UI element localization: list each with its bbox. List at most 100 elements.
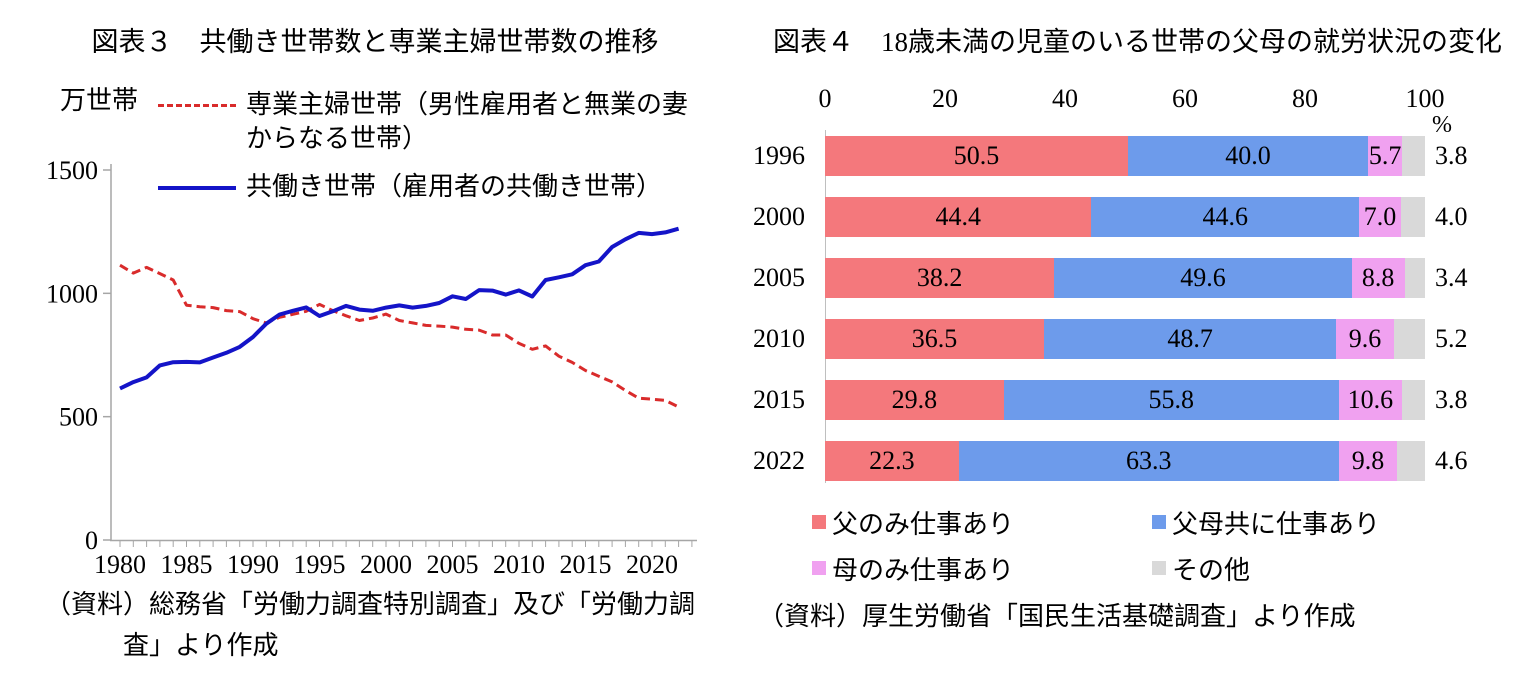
bar-axis-tick-label: 0 (818, 84, 832, 113)
bar-track: 38.2 49.6 8.8 3.4 (825, 258, 1468, 298)
bar-segment-1: 50.5 (825, 136, 1128, 176)
bar-row: 2005 38.2 49.6 8.8 3.4 (753, 258, 1513, 298)
x-tick-label: 2000 (360, 550, 412, 579)
x-tick-label: 1995 (294, 550, 346, 579)
bar-segment-3: 10.6 (1338, 380, 1403, 420)
bar-value-label: 55.8 (1148, 385, 1194, 414)
series-dual-income-line (119, 226, 680, 391)
bar-segment-3: 9.8 (1338, 441, 1398, 481)
bar-legend-label: 父母共に仕事あり (1172, 509, 1381, 539)
bar-value-label: 9.8 (1351, 446, 1385, 475)
bar-segment-1: 36.5 (825, 319, 1044, 359)
bar-legend-swatch (812, 515, 826, 529)
bar-year-label: 2000 (753, 202, 805, 231)
bar-segment-2: 63.3 (958, 441, 1339, 481)
bar-value-label-outside: 3.8 (1435, 141, 1468, 170)
legend-item-housewife: 専業主婦世帯（男性雇用者と無業の妻からなる世帯） (158, 88, 718, 156)
bar-segment-4 (1402, 136, 1425, 176)
bar-row: 2015 29.8 55.8 10.6 3.8 (753, 380, 1513, 420)
series-housewife-line (119, 263, 680, 409)
dual-income-legend-swatch (158, 186, 236, 190)
bar-segment-3: 8.8 (1351, 258, 1405, 298)
bar-segment-1: 29.8 (825, 380, 1004, 420)
percent-unit-label: % (1432, 112, 1452, 138)
bar-segment-4 (1393, 319, 1425, 359)
bar-axis-tick-label: 40 (1052, 84, 1078, 113)
bar-chart-title: 図表４ 18歳未満の児童のいる世帯の父母の就労状況の変化 (773, 27, 1502, 57)
bar-segment-4 (1402, 380, 1425, 420)
bar-segment-2: 40.0 (1128, 136, 1368, 176)
bar-track: 50.5 40.0 5.7 3.8 (825, 136, 1468, 176)
bar-rows: 1996 50.5 40.0 5.7 3.8 2000 44.4 44.6 7.0 4.0 2005… (753, 136, 1513, 502)
bar-segment-1: 38.2 (825, 258, 1055, 298)
bar-segment-2: 49.6 (1054, 258, 1352, 298)
bar-segment-2: 48.7 (1044, 319, 1337, 359)
bar-year-label: 2005 (753, 263, 805, 292)
bar-year-label: 2022 (753, 446, 805, 475)
bar-value-label-outside: 4.6 (1435, 446, 1468, 475)
y-axis-unit-label: 万世帯 (60, 86, 139, 115)
bar-value-label: 8.8 (1361, 263, 1395, 292)
bar-track: 36.5 48.7 9.6 5.2 (825, 319, 1468, 359)
bar-value-label-outside: 3.8 (1435, 385, 1468, 414)
y-tick-label: 0 (85, 526, 98, 555)
x-tick-label: 2015 (560, 550, 612, 579)
bar-axis-tick-label: 100 (1405, 84, 1445, 113)
bar-segment-3: 9.6 (1336, 319, 1394, 359)
bar-segment-2: 44.6 (1091, 197, 1359, 237)
bar-segment-2: 55.8 (1003, 380, 1339, 420)
x-tick-label: 1985 (161, 550, 213, 579)
bar-value-label: 48.7 (1167, 324, 1213, 353)
bar-value-label: 7.0 (1363, 202, 1397, 231)
bar-year-label: 2010 (753, 324, 805, 353)
x-tick-label: 1990 (227, 550, 279, 579)
bar-axis-tick-label: 80 (1292, 84, 1318, 113)
bar-chart-axis-line (825, 130, 826, 483)
line-chart-source: （資料）総務省「労働力調査特別調査」及び「労働力調査」より作成 (45, 590, 696, 661)
y-tick-label: 1500 (46, 156, 98, 185)
bar-row: 2000 44.4 44.6 7.0 4.0 (753, 197, 1513, 237)
bar-segment-1: 22.3 (825, 441, 959, 481)
bar-chart-top-axis: 0 20 40 60 80 100 (819, 84, 1445, 118)
bar-legend-item-4: その他 (1152, 551, 1492, 585)
legend-label-dual-income: 共働き世帯（雇用者の共働き世帯） (246, 172, 663, 201)
bar-legend-label: その他 (1172, 555, 1251, 585)
bar-value-label: 29.8 (891, 385, 938, 414)
bar-value-label: 5.7 (1368, 141, 1402, 170)
bar-year-label: 1996 (753, 141, 805, 170)
bar-value-label: 63.3 (1125, 446, 1172, 475)
bar-value-label: 22.3 (869, 446, 915, 475)
bar-year-label: 2015 (753, 385, 805, 414)
bar-row: 1996 50.5 40.0 5.7 3.8 (753, 136, 1513, 176)
bar-track: 44.4 44.6 7.0 4.0 (825, 197, 1468, 237)
bar-legend-item-3: 母のみ仕事あり (812, 551, 1152, 585)
bar-segment-4 (1400, 197, 1425, 237)
x-tick-label: 2010 (493, 550, 545, 579)
bar-legend-swatch (1152, 561, 1166, 575)
bar-value-label: 10.6 (1347, 385, 1394, 414)
bar-value-label: 44.6 (1202, 202, 1248, 231)
x-tick-label: 2020 (626, 550, 678, 579)
bar-axis-tick-label: 60 (1172, 84, 1198, 113)
y-tick-label: 500 (59, 403, 98, 432)
bar-value-label-outside: 5.2 (1435, 324, 1468, 353)
x-tick-label: 1980 (94, 550, 146, 579)
housewife-legend-swatch (158, 104, 236, 107)
bar-axis-tick-label: 20 (932, 84, 958, 113)
bar-chart-legend: 父のみ仕事あり 父母共に仕事あり 母のみ仕事あり その他 (812, 505, 1492, 585)
bar-segment-3: 7.0 (1358, 197, 1401, 237)
bar-legend-item-1: 父のみ仕事あり (812, 505, 1152, 539)
bar-segment-4 (1397, 441, 1425, 481)
bar-segment-3: 5.7 (1368, 136, 1403, 176)
bar-legend-swatch (812, 561, 826, 575)
bar-row: 2010 36.5 48.7 9.6 5.2 (753, 319, 1513, 359)
bar-value-label: 36.5 (911, 324, 958, 353)
bar-value-label: 38.2 (916, 263, 963, 292)
line-chart-title: 図表３ 共働き世帯数と専業主婦世帯数の推移 (91, 27, 659, 57)
bar-segment-1: 44.4 (825, 197, 1092, 237)
legend-label-housewife: 専業主婦世帯（男性雇用者と無業の妻からなる世帯） (246, 90, 689, 153)
bar-chart-source: （資料）厚生労働省「国民生活基礎調査」より作成 (758, 602, 1356, 631)
bar-value-label: 49.6 (1180, 263, 1226, 292)
bar-legend-swatch (1152, 515, 1166, 529)
